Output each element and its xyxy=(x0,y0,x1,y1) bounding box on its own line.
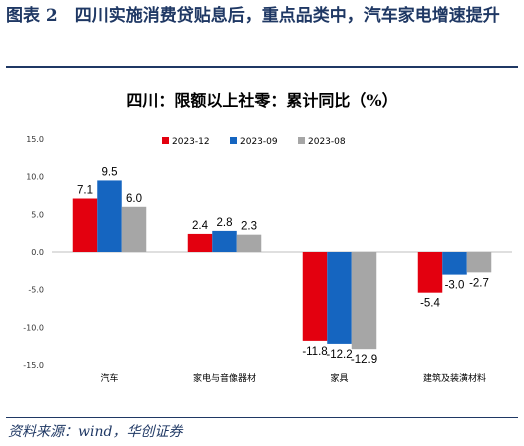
category-label: 汽车 xyxy=(100,372,118,384)
data-label: 2.3 xyxy=(241,221,257,233)
bar-2023-08-0 xyxy=(121,206,147,252)
source-rule xyxy=(6,417,518,418)
data-label: 6.0 xyxy=(126,193,142,205)
y-tick-label: -15.0 xyxy=(23,361,44,370)
bar-2023-08-1 xyxy=(236,234,262,252)
legend-swatch-2023-09 xyxy=(230,137,237,144)
bar-2023-08-3 xyxy=(466,252,492,273)
y-tick-label: -5.0 xyxy=(28,286,44,295)
legend: 2023-12 2023-09 2023-08 xyxy=(162,137,346,147)
y-tick-label: 10.0 xyxy=(26,173,44,182)
y-tick-label: -10.0 xyxy=(23,323,44,332)
data-label: -12.2 xyxy=(326,349,352,361)
data-label: 9.5 xyxy=(102,166,118,178)
data-label: 2.8 xyxy=(217,217,233,229)
data-label: -3.0 xyxy=(445,280,465,292)
data-label: -5.4 xyxy=(420,298,440,310)
bar-2023-09-0 xyxy=(97,180,122,252)
figure-title: 图表 2 四川实施消费贷贴息后，重点品类中，汽车家电增速提升 xyxy=(6,6,500,26)
bars xyxy=(72,180,492,350)
bar-2023-12-2 xyxy=(302,252,328,341)
bar-2023-12-0 xyxy=(72,198,98,252)
legend-label: 2023-08 xyxy=(308,137,346,147)
bar-2023-09-3 xyxy=(442,252,467,275)
y-tick-label: 0.0 xyxy=(31,248,44,257)
data-label: 2.4 xyxy=(192,220,209,232)
category-label: 家电与音像器材 xyxy=(193,372,256,384)
bar-2023-12-1 xyxy=(187,233,213,252)
category-label: 建筑及装潢材料 xyxy=(423,372,486,384)
y-tick-label: 5.0 xyxy=(31,210,44,219)
source-note: 资料来源：wind，华创证券 xyxy=(8,424,183,440)
title-rule xyxy=(6,66,518,68)
data-labels: 7.1 9.5 6.0 2.4 2.8 2.3 -11.8-12.2-12.9 -5.4 -3.… xyxy=(77,166,489,366)
legend-swatch-2023-12 xyxy=(162,137,169,144)
bar-2023-09-1 xyxy=(212,230,237,252)
data-label: 7.1 xyxy=(77,185,93,197)
bar-2023-12-3 xyxy=(417,252,443,293)
legend-label: 2023-12 xyxy=(172,137,210,147)
bar-2023-08-2 xyxy=(351,252,377,350)
data-label: -2.7 xyxy=(469,277,489,289)
category-label: 家具 xyxy=(330,372,348,384)
legend-label: 2023-09 xyxy=(240,137,278,147)
data-label: -12.9 xyxy=(351,354,377,366)
y-tick-label: 15.0 xyxy=(26,135,44,144)
data-label: -11.8 xyxy=(302,346,327,358)
category-labels: 汽车 家电与音像器材 家具 建筑及装潢材料 xyxy=(100,372,486,384)
legend-swatch-2023-08 xyxy=(298,137,305,144)
bar-2023-09-2 xyxy=(327,252,352,344)
chart-title: 四川：限额以上社零：累计同比（%） xyxy=(126,91,397,110)
